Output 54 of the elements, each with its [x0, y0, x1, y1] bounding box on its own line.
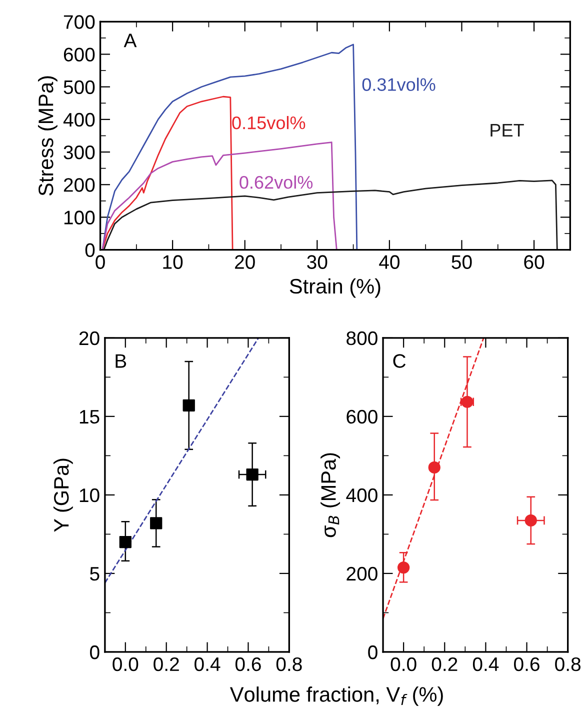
x-tick-label: 0.6 [514, 657, 540, 672]
y-tick-label: 20 [79, 331, 100, 346]
y-tick-label: 100 [64, 210, 95, 224]
y-tick-label: 400 [63, 112, 95, 127]
series-label: 0.31vol% [362, 78, 436, 91]
point [246, 468, 258, 481]
x-tick-label: 0.0 [112, 657, 138, 672]
x-axis-title: Volume fraction, V$_{f}$ (%) [230, 686, 443, 706]
y-tick-label: 10 [80, 488, 100, 502]
y-axis-title: Y (GPa) [53, 458, 73, 532]
y-axis-title: Stress (MPa) [38, 76, 58, 196]
series-label: 0.62vol% [240, 176, 313, 189]
x-tick-label: 0.6 [235, 657, 261, 672]
y-tick-label: 0 [85, 243, 95, 258]
x-tick-label: 30 [307, 255, 328, 269]
x-tick-label: 0.4 [194, 657, 220, 672]
point [524, 514, 537, 527]
x-tick-label: 0.2 [432, 657, 458, 672]
x-tick-label: 0.4 [472, 657, 499, 672]
x-tick-label: 40 [379, 255, 400, 269]
y-tick-label: 700 [64, 15, 95, 29]
text: PET [490, 124, 524, 136]
y-tick-label: 200 [346, 566, 378, 581]
y-tick-label: 0 [368, 645, 378, 660]
y-tick-label: 5 [90, 567, 100, 581]
point [397, 561, 410, 574]
y-tick-label: 0 [90, 645, 100, 660]
y-tick-label: 200 [64, 178, 95, 192]
series-label: 0.15vol% [232, 116, 306, 130]
point [182, 399, 195, 412]
x-tick-label: 20 [235, 255, 255, 269]
point [119, 536, 132, 548]
x-tick-label: 0.2 [154, 657, 179, 672]
y-tick-label: 300 [64, 146, 95, 160]
line-series [102, 142, 338, 250]
y-tick-label: 400 [346, 488, 378, 502]
x-tick-label: 0.0 [390, 657, 416, 672]
point [150, 517, 162, 530]
y-tick-label: 800 [346, 331, 378, 346]
y-tick-label: 500 [64, 80, 95, 94]
annotation: B [116, 354, 126, 368]
x-tick-label: 0.8 [555, 657, 581, 672]
x-tick-label: 50 [452, 255, 472, 269]
y-axis-title: σ$_{B}$ (MPa) [320, 453, 340, 538]
annotation: C [393, 354, 406, 368]
x-axis-title: Strain (%) [290, 278, 380, 298]
y-tick-label: 15 [80, 410, 100, 424]
y-tick-label: 600 [346, 410, 378, 424]
annotation: A [124, 34, 137, 48]
x-tick-label: 60 [524, 255, 544, 269]
y-tick-label: 600 [64, 48, 95, 62]
point [428, 461, 440, 474]
x-tick-label: 10 [163, 255, 183, 269]
x-tick-label: 0.8 [276, 657, 302, 672]
